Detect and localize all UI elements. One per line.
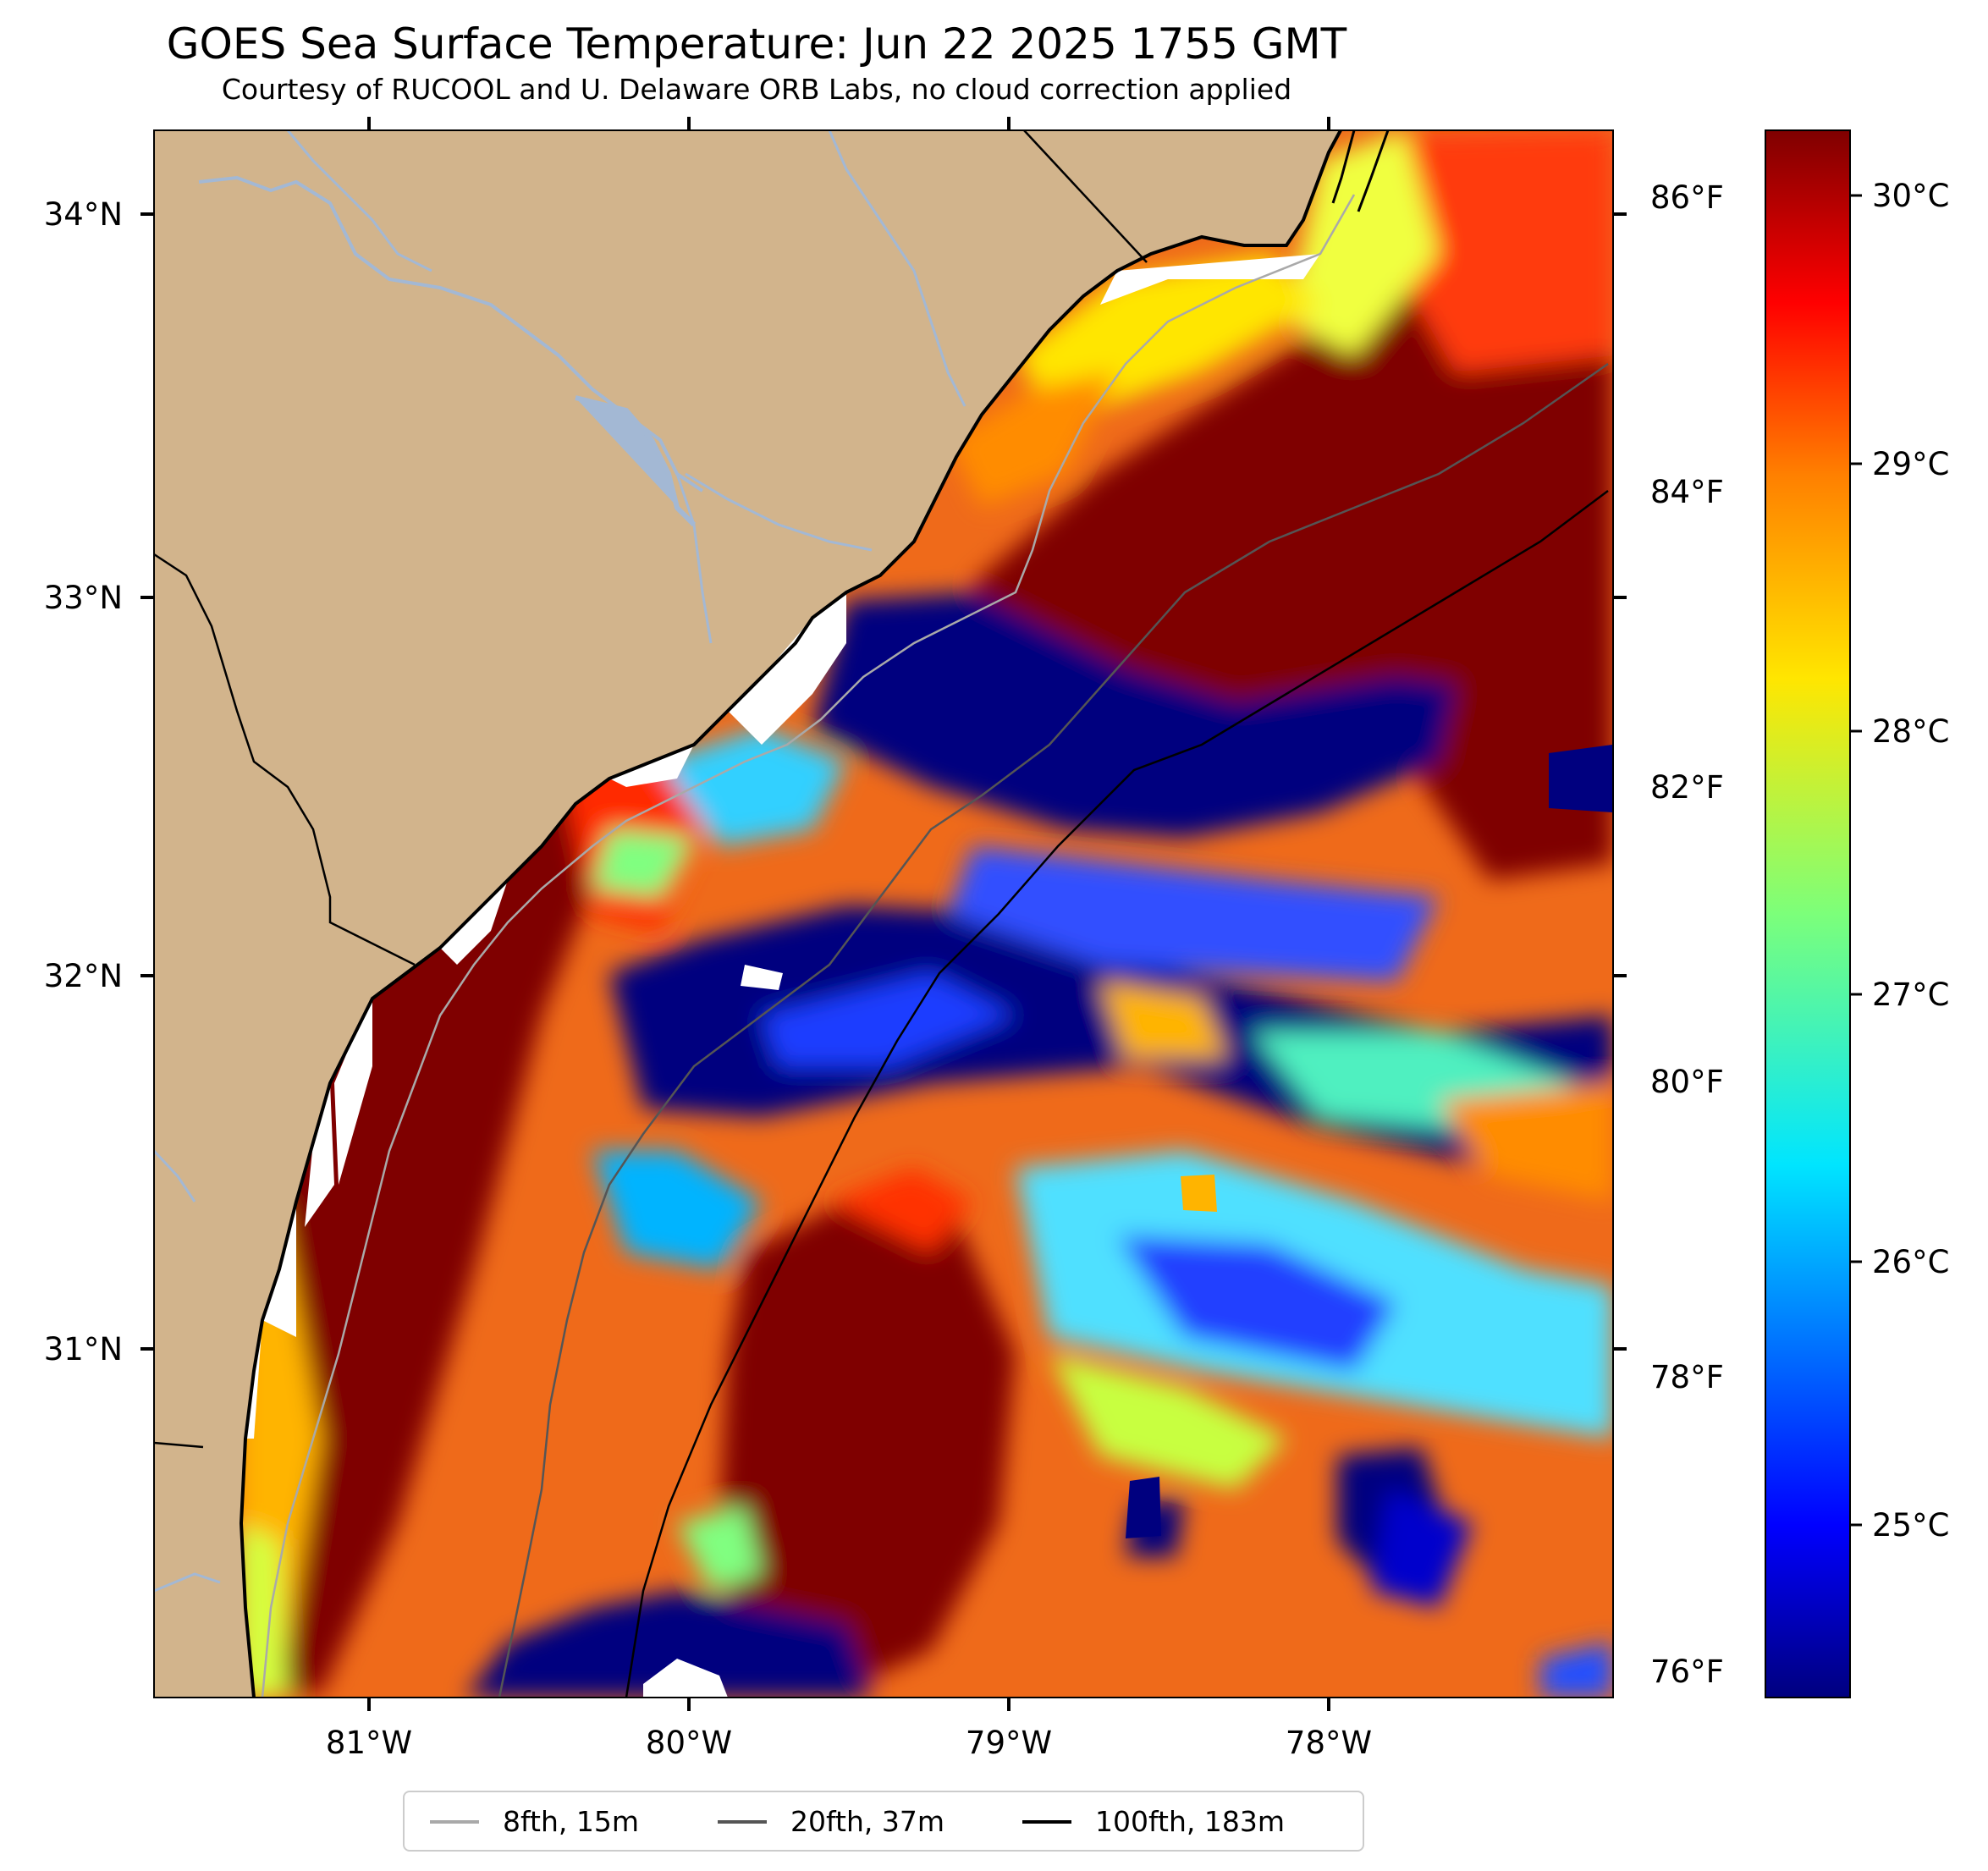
colorbar-tick-label: 25°C <box>1872 1507 1949 1544</box>
isobath-legend: 8fth, 15m 20fth, 37m 100fth, 183m <box>403 1791 1364 1852</box>
chart-subtitle: Courtesy of RUCOOL and U. Delaware ORB L… <box>221 73 1292 106</box>
fahrenheit-label: 78°F <box>1650 1359 1724 1395</box>
lat-tick-label: 33°N <box>44 580 123 616</box>
colorbar-tick-label: 30°C <box>1872 178 1949 214</box>
lon-tick-label: 79°W <box>966 1725 1052 1761</box>
latitude-axis: 34°N 33°N 32°N 31°N <box>44 196 1627 1367</box>
longitude-axis: 81°W 80°W 79°W 78°W <box>326 117 1372 1761</box>
lon-tick-label: 80°W <box>646 1725 732 1761</box>
legend-swatch <box>718 1820 767 1824</box>
plot-frame <box>153 129 1614 1698</box>
lat-tick-label: 31°N <box>44 1331 123 1367</box>
legend-label: 100fth, 183m <box>1095 1805 1285 1838</box>
legend-label: 8fth, 15m <box>503 1805 640 1838</box>
lat-tick-label: 32°N <box>44 958 123 994</box>
fahrenheit-label: 80°F <box>1650 1064 1724 1100</box>
isobaths <box>261 194 1609 1698</box>
lon-tick-label: 78°W <box>1286 1725 1372 1761</box>
legend-swatch <box>430 1820 479 1824</box>
colorbar: 30°C 29°C 28°C 27°C 26°C 25°C <box>1765 129 1949 1698</box>
fahrenheit-label: 86°F <box>1650 179 1724 216</box>
colorbar-tick-label: 28°C <box>1872 713 1949 750</box>
lat-tick-label: 34°N <box>44 196 123 233</box>
fahrenheit-label: 84°F <box>1650 474 1724 510</box>
chart-title: GOES Sea Surface Temperature: Jun 22 202… <box>166 19 1347 69</box>
colorbar-tick-label: 26°C <box>1872 1244 1949 1280</box>
legend-swatch <box>1022 1820 1071 1824</box>
fahrenheit-scale: 86°F 84°F 82°F 80°F 78°F 76°F <box>1650 179 1724 1690</box>
fahrenheit-label: 82°F <box>1650 769 1724 806</box>
legend-label: 20fth, 37m <box>790 1805 944 1838</box>
lon-tick-label: 81°W <box>326 1725 412 1761</box>
colorbar-tick-label: 29°C <box>1872 446 1949 482</box>
land <box>152 129 1390 1698</box>
colorbar-tick-label: 27°C <box>1872 977 1949 1013</box>
fahrenheit-label: 76°F <box>1650 1654 1724 1690</box>
